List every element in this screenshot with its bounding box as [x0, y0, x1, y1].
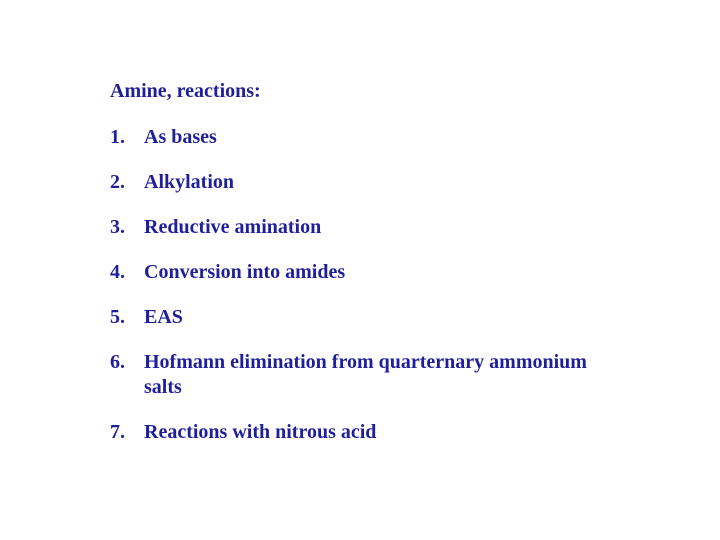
list-item: As bases [110, 125, 610, 150]
list-item: Reductive amination [110, 215, 610, 240]
list-item: Reactions with nitrous acid [110, 420, 610, 445]
list-item: Hofmann elimination from quarternary amm… [110, 350, 610, 400]
list-item: Alkylation [110, 170, 610, 195]
reaction-list: As bases Alkylation Reductive amination … [110, 125, 610, 445]
list-item: Conversion into amides [110, 260, 610, 285]
slide: Amine, reactions: As bases Alkylation Re… [0, 0, 720, 540]
slide-title: Amine, reactions: [110, 80, 610, 103]
list-item: EAS [110, 305, 610, 330]
